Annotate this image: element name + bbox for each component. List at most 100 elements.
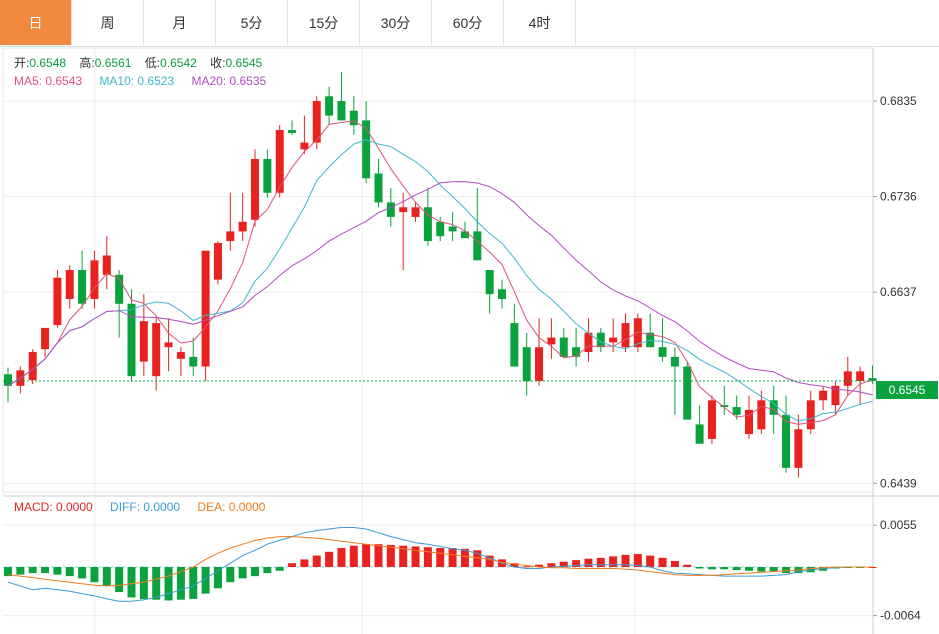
tab-60min[interactable]: 60分 [432, 0, 504, 45]
candle-body-64 [794, 429, 803, 468]
candle-body-41 [510, 323, 519, 367]
macd-bar-32 [399, 545, 408, 567]
candle-body-48 [596, 332, 605, 348]
macd-bar-29 [362, 544, 371, 567]
macd-bar-12 [152, 567, 161, 600]
candle-body-49 [609, 337, 618, 343]
dea-legend: DEA: 0.0000 [197, 500, 265, 514]
candle-body-68 [843, 371, 852, 386]
macd-bar-53 [658, 557, 667, 567]
macd-bar-0 [4, 567, 12, 577]
candle-body-66 [819, 390, 828, 401]
macd-bar-61 [757, 567, 766, 572]
macd-bar-5 [65, 567, 74, 577]
close-label: 收: [210, 56, 226, 70]
macd-bar-13 [164, 567, 173, 601]
macd-bar-36 [448, 548, 457, 567]
candle-body-27 [337, 101, 346, 121]
tab-15min[interactable]: 15分 [288, 0, 360, 45]
tab-month[interactable]: 月 [144, 0, 216, 45]
y-tick-label-0: 0.6835 [880, 94, 917, 108]
candle-body-7 [90, 260, 99, 299]
low-label: 低: [144, 56, 161, 70]
macd-value-legend: MACD: 0.0000 [14, 500, 93, 514]
tab-day[interactable]: 日 [0, 0, 72, 45]
macd-bar-11 [139, 567, 148, 599]
macd-bar-18 [226, 567, 235, 583]
macd-bar-35 [436, 548, 445, 567]
candle-body-22 [275, 130, 284, 193]
candle-body-32 [399, 207, 408, 213]
candle-body-5 [65, 270, 74, 299]
candle-body-65 [806, 400, 815, 430]
tab-5min[interactable]: 5分 [216, 0, 288, 45]
ma10-line [7, 139, 873, 422]
macd-bar-59 [732, 567, 741, 571]
candle-body-38 [473, 231, 482, 261]
macd-bar-49 [609, 556, 618, 567]
tab-week[interactable]: 周 [72, 0, 144, 45]
candle-body-62 [769, 400, 778, 415]
macd-bar-16 [201, 567, 210, 594]
ma5-label: MA5: [14, 74, 46, 88]
macd-bar-62 [769, 567, 778, 572]
macd-bar-25 [312, 555, 321, 567]
candle-body-28 [349, 110, 358, 126]
period-tabs: 日 周 月 5分 15分 30分 60分 4时 [0, 0, 939, 47]
main-panel-frame [2, 47, 874, 493]
ohlc-readout: 开:0.6548 高:0.6561 低:0.6542 收:0.6545 [14, 54, 272, 71]
candle-body-6 [78, 270, 87, 304]
macd-bar-24 [300, 559, 309, 567]
dea-value: 0.0000 [228, 500, 266, 514]
macd-bar-56 [695, 567, 704, 569]
ma20-legend: MA20: 0.6535 [191, 74, 266, 88]
macd-bar-20 [251, 567, 259, 577]
macd-bar-1 [16, 567, 25, 575]
candle-body-67 [831, 385, 840, 406]
macd-bar-33 [411, 546, 420, 567]
tab-30min[interactable]: 30分 [360, 0, 432, 45]
macd-label: MACD: [14, 500, 56, 514]
candle-body-34 [423, 207, 432, 242]
candle-body-50 [621, 323, 630, 348]
tab-4hour[interactable]: 4时 [504, 0, 576, 45]
high-value: 0.6561 [94, 56, 132, 70]
macd-bar-17 [213, 567, 222, 589]
candle-body-43 [535, 347, 544, 381]
candle-body-70 [868, 378, 877, 381]
candle-body-16 [201, 250, 210, 367]
close-value: 0.6545 [225, 56, 263, 70]
candle-body-33 [411, 207, 420, 217]
dea-label: DEA: [197, 500, 229, 514]
candle-body-23 [288, 130, 297, 133]
candle-body-42 [522, 347, 531, 381]
y-tick-label-2: 0.6637 [880, 285, 917, 299]
macd-bar-42 [522, 566, 531, 568]
macd-legend: MACD: 0.0000 DIFF: 0.0000 DEA: 0.0000 [14, 500, 279, 514]
macd-bar-46 [572, 560, 581, 567]
candle-body-15 [189, 356, 198, 367]
macd-bar-2 [28, 567, 37, 574]
diff-value: 0.0000 [143, 500, 181, 514]
candle-body-14 [176, 352, 185, 359]
macd-bar-22 [275, 567, 284, 571]
ma20-line [7, 181, 873, 396]
macd-bar-23 [288, 563, 297, 567]
candle-body-58 [720, 405, 729, 408]
candle-body-55 [683, 366, 692, 420]
macd-bar-10 [127, 567, 136, 598]
macd-bar-44 [547, 563, 556, 567]
candle-body-54 [670, 356, 679, 367]
macd-bar-37 [460, 548, 469, 567]
macd-bar-55 [683, 564, 692, 567]
ma10-legend: MA10: 0.6523 [99, 74, 174, 88]
candle-body-29 [362, 120, 371, 179]
candle-body-11 [139, 321, 148, 362]
dea-line [7, 536, 873, 587]
candle-body-40 [498, 289, 506, 299]
candle-body-37 [460, 231, 469, 239]
candle-body-35 [436, 221, 445, 237]
macd-tick-label-0: 0.0055 [880, 518, 917, 532]
macd-bar-19 [238, 567, 247, 579]
